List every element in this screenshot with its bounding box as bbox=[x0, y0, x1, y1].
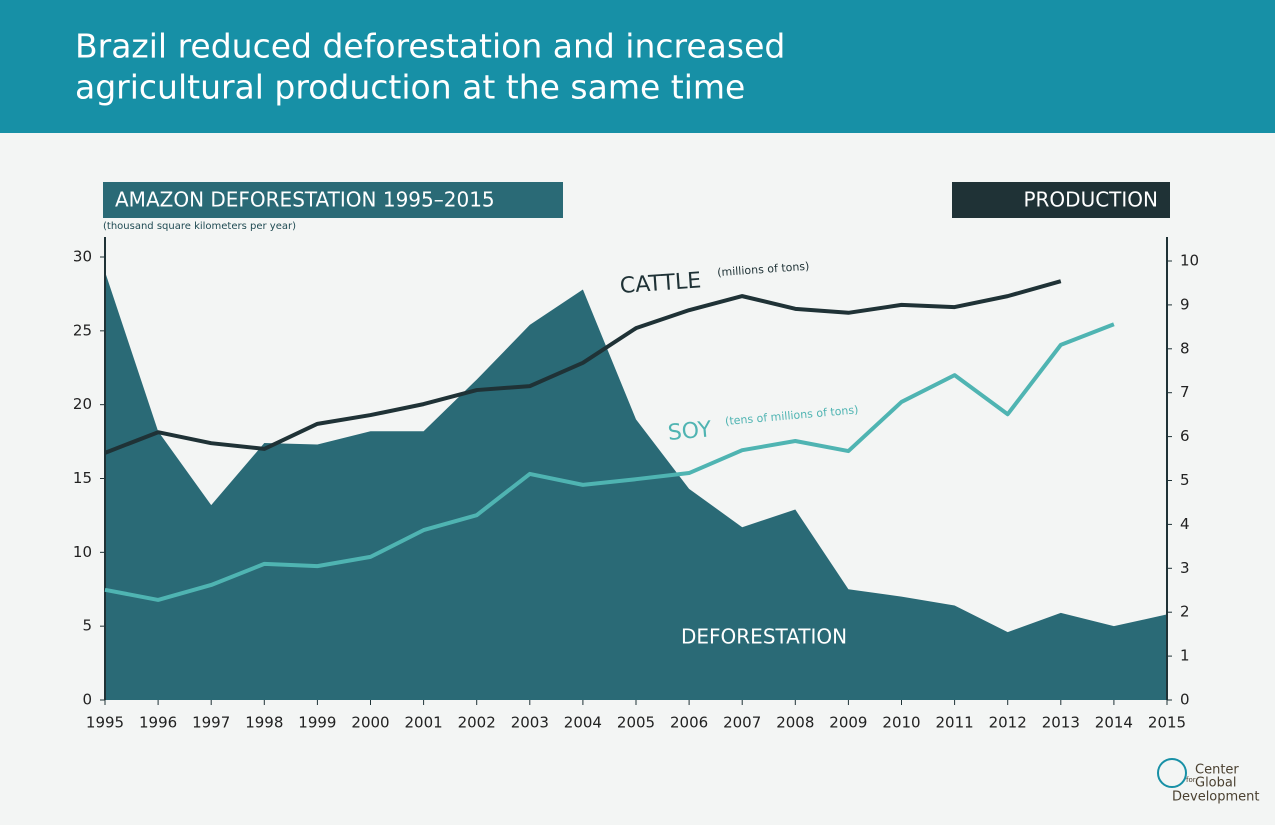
y-tick-label: 25 bbox=[73, 321, 92, 339]
logo: Center for Global Development bbox=[1157, 758, 1260, 805]
header-band bbox=[0, 0, 1275, 133]
x-tick-label: 2012 bbox=[989, 714, 1027, 732]
right-panel-label: PRODUCTION bbox=[1023, 188, 1158, 212]
x-tick-label: 2000 bbox=[351, 714, 389, 732]
x-tick-label: 2010 bbox=[882, 714, 920, 732]
x-tick-label: 2003 bbox=[511, 714, 549, 732]
y-tick-label: 5 bbox=[82, 617, 92, 635]
title-line: agricultural production at the same time bbox=[75, 68, 745, 107]
cattle-annotation: CATTLE (millions of tons) bbox=[619, 260, 810, 299]
logo-text: Development bbox=[1172, 790, 1260, 805]
x-tick-label: 1998 bbox=[245, 714, 283, 732]
x-tick-label: 1996 bbox=[139, 714, 177, 732]
y-tick-label: 30 bbox=[73, 248, 92, 266]
x-tick-label: 1999 bbox=[298, 714, 336, 732]
x-tick-label: 2011 bbox=[936, 714, 974, 732]
x-tick-label: 2009 bbox=[829, 714, 867, 732]
y2-tick-label: 8 bbox=[1180, 339, 1190, 357]
y2-tick-label: 0 bbox=[1180, 691, 1190, 709]
y2-tick-label: 9 bbox=[1180, 295, 1190, 313]
x-tick-label: 2001 bbox=[405, 714, 443, 732]
left-panel-label: AMAZON DEFORESTATION 1995–2015 bbox=[115, 188, 495, 212]
x-tick-label: 2004 bbox=[564, 714, 602, 732]
x-tick-label: 2002 bbox=[458, 714, 496, 732]
left-axis-label: (thousand square kilometers per year) bbox=[103, 221, 296, 232]
y-tick-label: 20 bbox=[73, 395, 92, 413]
deforestation-area bbox=[105, 271, 1167, 700]
annotation: (millions of tons) bbox=[717, 260, 810, 279]
logo-text: for bbox=[1186, 776, 1196, 784]
y2-tick-label: 7 bbox=[1180, 383, 1190, 401]
right-panel-box bbox=[952, 182, 1170, 218]
y-tick-label: 0 bbox=[82, 691, 92, 709]
annotation: DEFORESTATION bbox=[681, 625, 847, 649]
soy-annotation: SOY (tens of millions of tons) bbox=[667, 403, 859, 446]
y2-tick-label: 5 bbox=[1180, 471, 1190, 489]
plot: 0 5 10 15 20 25 30 0 1 2 3 4 5 6 7 8 9 10 1995 1996 1997 1998… bbox=[73, 237, 1199, 732]
y-tick-label: 10 bbox=[73, 543, 92, 561]
y2-tick-label: 4 bbox=[1180, 515, 1190, 533]
x-tick-label: 2014 bbox=[1095, 714, 1133, 732]
x-tick-label: 2013 bbox=[1042, 714, 1080, 732]
title-line: Brazil reduced deforestation and increas… bbox=[75, 27, 785, 66]
annotation: (tens of millions of tons) bbox=[725, 403, 859, 428]
annotation: CATTLE bbox=[619, 268, 702, 299]
x-tick-label: 1995 bbox=[86, 714, 124, 732]
x-tick-label: 2008 bbox=[776, 714, 814, 732]
x-tick-label: 2006 bbox=[670, 714, 708, 732]
x-tick-label: 2005 bbox=[617, 714, 655, 732]
logo-globe bbox=[1157, 758, 1187, 788]
y2-tick-label: 2 bbox=[1180, 603, 1190, 621]
y2-tick-label: 6 bbox=[1180, 427, 1190, 445]
left-panel-box bbox=[103, 182, 563, 218]
y2-tick-label: 10 bbox=[1180, 252, 1199, 270]
y2-tick-label: 1 bbox=[1180, 647, 1190, 665]
x-tick-label: 2015 bbox=[1148, 714, 1186, 732]
y2-tick-label: 3 bbox=[1180, 559, 1190, 577]
y-tick-label: 15 bbox=[73, 469, 92, 487]
series-line bbox=[104, 279, 1062, 455]
x-tick-label: 1997 bbox=[192, 714, 230, 732]
annotation: SOY bbox=[667, 417, 713, 446]
x-tick-label: 2007 bbox=[723, 714, 761, 732]
logo-text: Global bbox=[1195, 776, 1236, 791]
logo-text: Center bbox=[1195, 763, 1239, 778]
series-line bbox=[104, 322, 1115, 602]
